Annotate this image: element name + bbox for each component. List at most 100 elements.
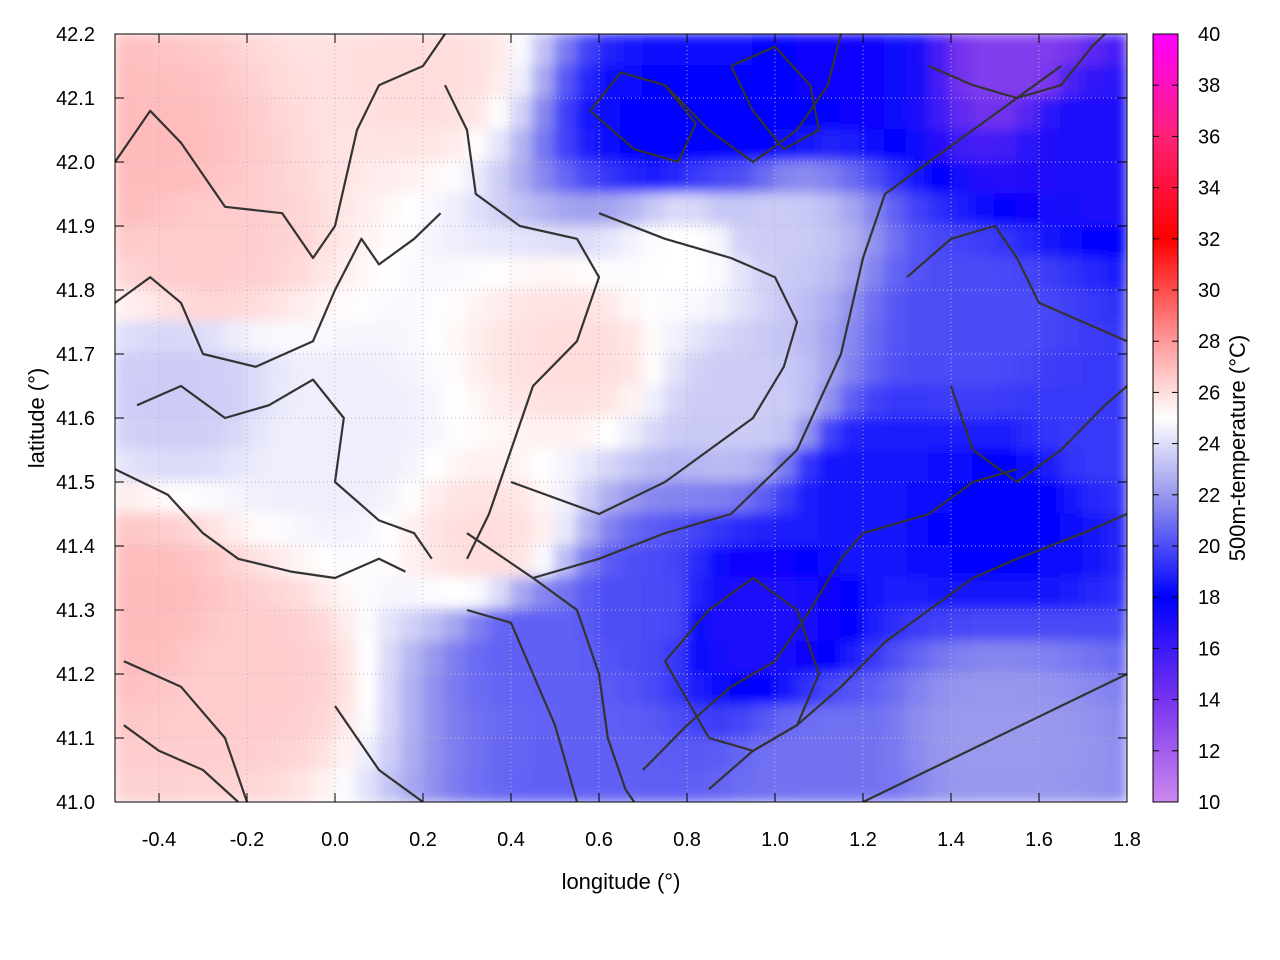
field-cell bbox=[268, 417, 292, 451]
field-cell bbox=[246, 257, 270, 291]
field-cell bbox=[1038, 65, 1062, 99]
field-cell bbox=[202, 769, 226, 802]
field-cell bbox=[224, 577, 248, 611]
field-cell bbox=[1038, 577, 1062, 611]
y-tick-label: 41.4 bbox=[56, 536, 95, 558]
field-cell bbox=[1082, 513, 1106, 547]
field-cell bbox=[730, 769, 754, 802]
field-cell bbox=[796, 161, 820, 195]
field-cell bbox=[466, 737, 490, 771]
field-cell bbox=[774, 481, 798, 515]
field-cell bbox=[115, 257, 138, 291]
field-cell bbox=[488, 609, 512, 643]
field-cell bbox=[576, 673, 600, 707]
field-cell bbox=[158, 641, 182, 675]
field-cell bbox=[378, 289, 402, 323]
field-cell bbox=[378, 193, 402, 227]
field-cell bbox=[1060, 385, 1084, 419]
field-cell bbox=[466, 193, 490, 227]
field-cell bbox=[1082, 161, 1106, 195]
field-cell bbox=[906, 161, 930, 195]
field-cell bbox=[488, 641, 512, 675]
field-cell bbox=[466, 353, 490, 387]
field-cell bbox=[334, 577, 358, 611]
contour-line bbox=[115, 34, 446, 260]
field-cell bbox=[576, 129, 600, 163]
field-cell bbox=[862, 673, 886, 707]
field-cell bbox=[906, 289, 930, 323]
field-cell bbox=[664, 353, 688, 387]
field-cell bbox=[246, 161, 270, 195]
field-cell bbox=[444, 737, 468, 771]
field-cell bbox=[906, 769, 930, 802]
x-tick-label: -0.4 bbox=[142, 829, 176, 851]
y-tick-label: 41.2 bbox=[56, 664, 95, 686]
field-cell bbox=[818, 257, 842, 291]
field-cell bbox=[180, 289, 204, 323]
x-tick-label: 1.2 bbox=[849, 829, 877, 851]
field-cell bbox=[620, 289, 644, 323]
field-cell bbox=[180, 225, 204, 259]
field-cell bbox=[840, 129, 864, 163]
contour-line bbox=[589, 71, 697, 164]
field-cell bbox=[994, 321, 1018, 355]
field-cell bbox=[1016, 641, 1040, 675]
field-cell bbox=[906, 385, 930, 419]
field-cell bbox=[884, 673, 908, 707]
field-cell bbox=[115, 577, 138, 611]
field-cell bbox=[708, 353, 732, 387]
field-cell bbox=[906, 641, 930, 675]
field-cell bbox=[664, 769, 688, 802]
field-cell bbox=[246, 673, 270, 707]
field-cell bbox=[1104, 257, 1127, 291]
field-cell bbox=[554, 609, 578, 643]
field-cell bbox=[488, 769, 512, 802]
field-cell bbox=[1104, 673, 1127, 707]
field-cell bbox=[906, 353, 930, 387]
field-cell bbox=[422, 129, 446, 163]
field-cell bbox=[444, 129, 468, 163]
field-cell bbox=[290, 65, 314, 99]
field-cell bbox=[664, 449, 688, 483]
field-cell bbox=[378, 417, 402, 451]
field-cell bbox=[796, 225, 820, 259]
field-cell bbox=[730, 353, 754, 387]
field-cell bbox=[774, 577, 798, 611]
field-cell bbox=[642, 289, 666, 323]
field-cell bbox=[950, 769, 974, 802]
field-cell bbox=[664, 673, 688, 707]
field-cell bbox=[708, 481, 732, 515]
field-cell bbox=[312, 34, 336, 67]
field-cell bbox=[598, 641, 622, 675]
field-cell bbox=[378, 705, 402, 739]
field-cell bbox=[356, 289, 380, 323]
field-cell bbox=[862, 129, 886, 163]
field-cell bbox=[906, 673, 930, 707]
field-cell bbox=[620, 577, 644, 611]
field-cell bbox=[202, 97, 226, 131]
field-cell bbox=[1060, 161, 1084, 195]
field-cell bbox=[576, 769, 600, 802]
field-cell bbox=[378, 161, 402, 195]
field-cell bbox=[246, 97, 270, 131]
field-cell bbox=[972, 385, 996, 419]
x-tick-label: 0.6 bbox=[585, 829, 613, 851]
field-cell bbox=[818, 193, 842, 227]
field-cell bbox=[906, 609, 930, 643]
field-cell bbox=[950, 385, 974, 419]
field-cell bbox=[972, 705, 996, 739]
field-cell bbox=[312, 481, 336, 515]
field-cell bbox=[532, 289, 556, 323]
field-cell bbox=[554, 257, 578, 291]
field-cell bbox=[818, 737, 842, 771]
field-cell bbox=[1060, 481, 1084, 515]
field-cell bbox=[400, 737, 424, 771]
field-cell bbox=[378, 321, 402, 355]
field-cell bbox=[642, 609, 666, 643]
field-cell bbox=[158, 609, 182, 643]
field-cell bbox=[1038, 193, 1062, 227]
colorbar-tick-label: 26 bbox=[1198, 382, 1220, 404]
field-cell bbox=[862, 417, 886, 451]
field-cell bbox=[686, 385, 710, 419]
field-cell bbox=[290, 673, 314, 707]
